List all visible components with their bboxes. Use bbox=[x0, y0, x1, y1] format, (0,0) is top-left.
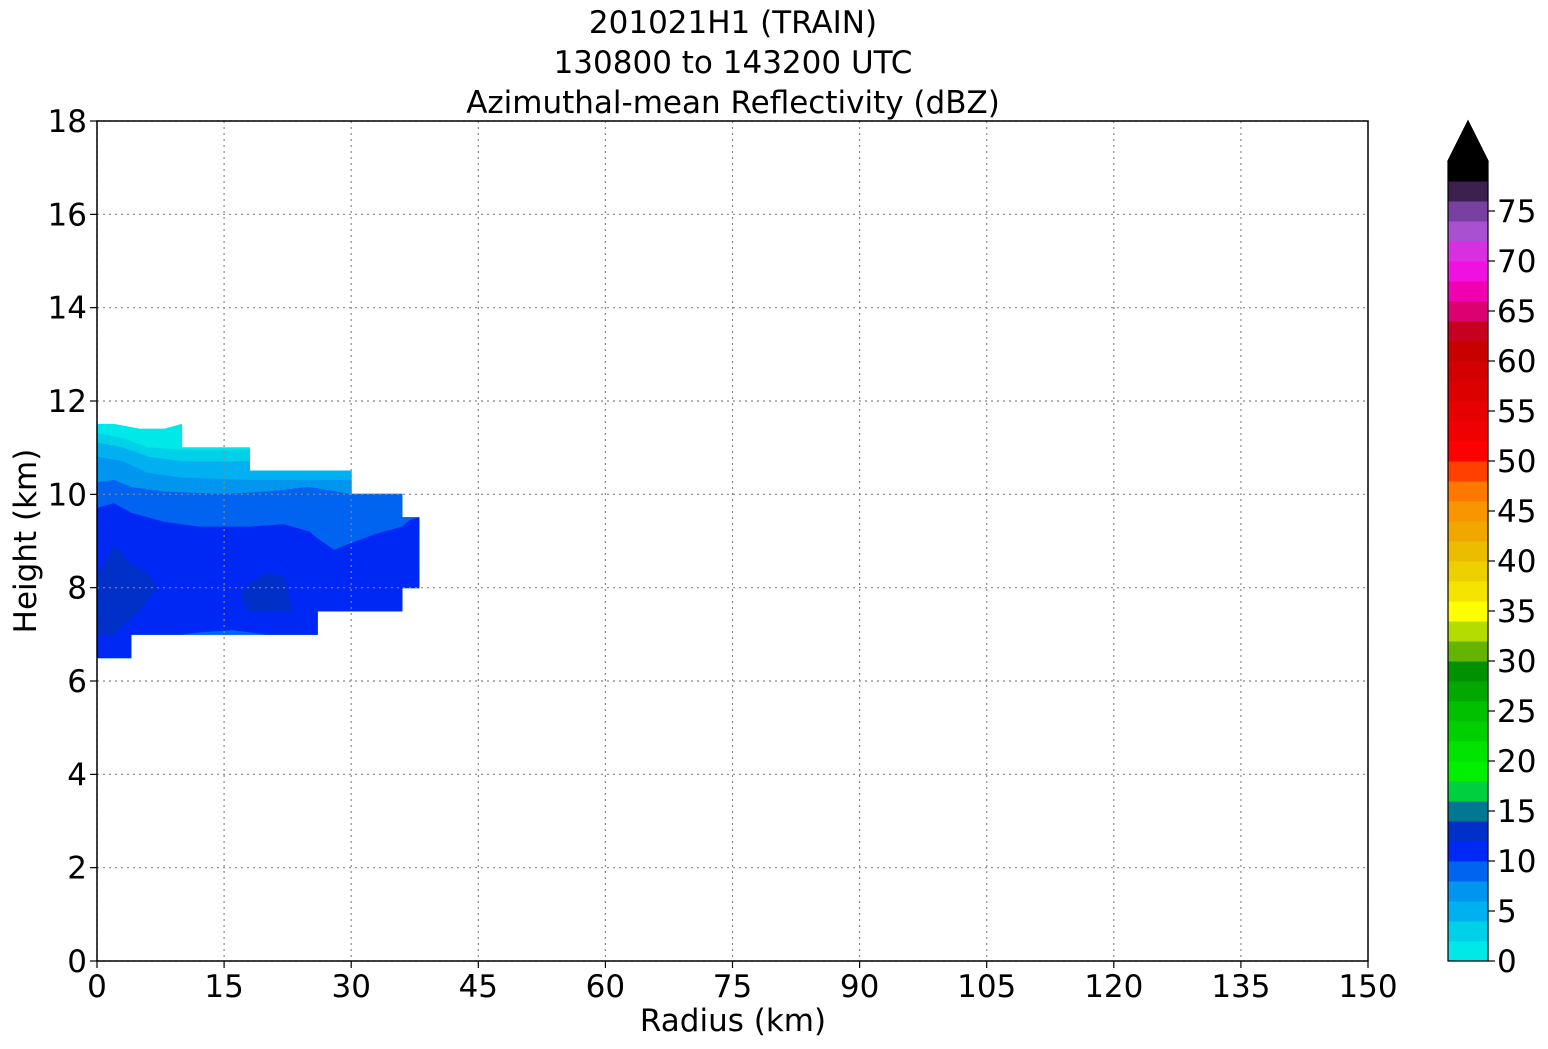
colorbar-frame bbox=[1447, 119, 1489, 962]
colorbar-band bbox=[1448, 381, 1488, 402]
colorbar-band bbox=[1448, 701, 1488, 722]
y-tick-label: 14 bbox=[48, 291, 87, 327]
colorbar-band bbox=[1448, 641, 1488, 662]
colorbar-band bbox=[1448, 761, 1488, 782]
colorbar-band bbox=[1448, 441, 1488, 462]
colorbar-band bbox=[1448, 901, 1488, 922]
x-tick-label: 0 bbox=[87, 969, 107, 1005]
y-tick-label: 18 bbox=[48, 104, 87, 140]
colorbar-band bbox=[1448, 181, 1488, 202]
colorbar-band bbox=[1448, 281, 1488, 302]
colorbar-band bbox=[1448, 821, 1488, 842]
x-axis-label: Radius (km) bbox=[640, 1003, 826, 1039]
colorbar-tick-label: 20 bbox=[1497, 744, 1536, 780]
contour-region bbox=[96, 544, 157, 635]
colorbar-band bbox=[1448, 561, 1488, 582]
colorbar-band bbox=[1448, 921, 1488, 942]
y-tick-label: 16 bbox=[48, 197, 87, 233]
colorbar-band bbox=[1448, 301, 1488, 322]
colorbar-band bbox=[1448, 741, 1488, 762]
colorbar-band bbox=[1448, 241, 1488, 262]
colorbar-tick-label: 55 bbox=[1497, 394, 1536, 430]
colorbar-band bbox=[1448, 401, 1488, 422]
colorbar-band bbox=[1448, 681, 1488, 702]
plot-frame bbox=[96, 120, 1369, 962]
x-tick-label: 15 bbox=[204, 969, 243, 1005]
colorbar-band bbox=[1448, 321, 1488, 342]
colorbar-band bbox=[1448, 361, 1488, 382]
y-tick-label: 8 bbox=[67, 571, 87, 607]
colorbar-band bbox=[1448, 221, 1488, 242]
x-tick-label: 45 bbox=[459, 969, 498, 1005]
colorbar-tick-label: 30 bbox=[1497, 644, 1536, 680]
y-tick-label: 12 bbox=[48, 384, 87, 420]
x-tick-label: 30 bbox=[331, 969, 370, 1005]
colorbar-band bbox=[1448, 781, 1488, 802]
title-line: 130800 to 143200 UTC bbox=[554, 45, 913, 81]
x-tick-label: 105 bbox=[957, 969, 1016, 1005]
colorbar-band bbox=[1448, 841, 1488, 862]
colorbar-band bbox=[1448, 261, 1488, 282]
colorbar-tick-label: 15 bbox=[1497, 794, 1536, 830]
colorbar-tick-label: 40 bbox=[1497, 544, 1536, 580]
colorbar-tick-label: 5 bbox=[1497, 894, 1517, 930]
colorbar-band bbox=[1448, 581, 1488, 602]
colorbar-tick-label: 10 bbox=[1497, 844, 1536, 880]
colorbar-band bbox=[1448, 521, 1488, 542]
title-line: Azimuthal-mean Reflectivity (dBZ) bbox=[466, 85, 1000, 121]
contour-region bbox=[240, 573, 293, 612]
colorbar-tick-label: 65 bbox=[1497, 294, 1536, 330]
x-tick-label: 120 bbox=[1084, 969, 1143, 1005]
colorbar-band bbox=[1448, 161, 1488, 182]
colorbar-tick-label: 50 bbox=[1497, 444, 1536, 480]
y-tick-label: 10 bbox=[48, 477, 87, 513]
colorbar-band bbox=[1448, 661, 1488, 682]
colorbar-band bbox=[1448, 861, 1488, 882]
colorbar-band bbox=[1448, 941, 1488, 962]
y-tick-label: 6 bbox=[67, 664, 87, 700]
x-tick-label: 60 bbox=[586, 969, 625, 1005]
colorbar-band bbox=[1448, 601, 1488, 622]
colorbar-band bbox=[1448, 481, 1488, 502]
title-line: 201021H1 (TRAIN) bbox=[589, 5, 877, 41]
colorbar-band bbox=[1448, 621, 1488, 642]
colorbar-tick-label: 60 bbox=[1497, 344, 1536, 380]
y-tick-label: 2 bbox=[67, 851, 87, 887]
colorbar-band bbox=[1448, 341, 1488, 362]
colorbar-band bbox=[1448, 421, 1488, 442]
x-tick-label: 150 bbox=[1338, 969, 1397, 1005]
y-tick-label: 0 bbox=[67, 944, 87, 980]
colorbar-band bbox=[1448, 881, 1488, 902]
x-tick-label: 90 bbox=[840, 969, 879, 1005]
colorbar-tick-label: 70 bbox=[1497, 244, 1536, 280]
colorbar-tick-label: 45 bbox=[1497, 494, 1536, 530]
x-tick-label: 135 bbox=[1211, 969, 1270, 1005]
colorbar-band bbox=[1448, 461, 1488, 482]
y-tick-label: 4 bbox=[67, 757, 87, 793]
colorbar-band bbox=[1448, 721, 1488, 742]
colorbar-band bbox=[1448, 801, 1488, 822]
colorbar-tick-label: 35 bbox=[1497, 594, 1536, 630]
y-axis-label: Height (km) bbox=[8, 449, 44, 634]
colorbar-tick-label: 0 bbox=[1497, 944, 1517, 980]
colorbar-band bbox=[1448, 541, 1488, 562]
colorbar-band bbox=[1448, 201, 1488, 222]
colorbar-band bbox=[1448, 501, 1488, 522]
colorbar-tick-label: 25 bbox=[1497, 694, 1536, 730]
colorbar-extend bbox=[1447, 119, 1489, 162]
colorbar-tick-label: 75 bbox=[1497, 194, 1536, 230]
x-tick-label: 75 bbox=[713, 969, 752, 1005]
